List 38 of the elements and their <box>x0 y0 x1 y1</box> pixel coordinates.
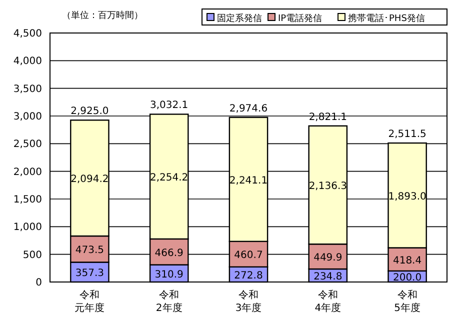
data-label: 460.7 <box>234 250 263 262</box>
chart-title: （単位：百万時間） <box>62 10 143 21</box>
x-tick-label: 令和4年度 <box>314 289 342 314</box>
data-label: 357.3 <box>75 268 104 280</box>
legend-label: 携帯電話･PHS発信 <box>348 13 425 24</box>
data-label: 418.4 <box>392 255 422 266</box>
data-label: 2,254.2 <box>150 172 188 184</box>
y-tick-label: 500 <box>22 250 42 261</box>
data-label: 234.8 <box>314 272 342 283</box>
y-tick-label: 4,000 <box>13 56 42 68</box>
data-label: 272.8 <box>234 270 263 282</box>
y-tick-label: 2,000 <box>13 166 42 178</box>
data-label: 200.0 <box>392 272 422 284</box>
x-tick-label: 令和3年度 <box>235 289 262 314</box>
data-label: 2,094.2 <box>70 174 109 186</box>
y-tick-label: 1,000 <box>13 222 42 234</box>
legend-label: 固定系発信 <box>217 13 262 24</box>
total-label: 2,511.5 <box>388 129 426 140</box>
total-label: 2,974.6 <box>229 103 268 114</box>
data-label: 2,136.3 <box>308 181 347 192</box>
y-tick-label: 1,500 <box>13 194 42 206</box>
data-label: 2,241.1 <box>229 175 268 186</box>
y-tick-label: 2,500 <box>13 139 42 150</box>
data-label: 449.9 <box>314 252 342 264</box>
data-label: 1,893.0 <box>388 191 426 202</box>
data-label: 310.9 <box>154 269 184 280</box>
data-label: 473.5 <box>75 245 104 256</box>
y-tick-label: 3,000 <box>13 112 42 122</box>
y-tick-label: 0 <box>36 278 42 288</box>
legend-label: IP電話発信 <box>278 13 322 24</box>
y-tick-label: 3,500 <box>13 84 42 95</box>
total-label: 3,032.1 <box>150 100 188 112</box>
data-label: 466.9 <box>154 248 184 259</box>
x-tick-label: 令和2年度 <box>156 289 182 314</box>
total-label: 2,925.0 <box>70 106 109 118</box>
x-tick-label: 令和5年度 <box>394 289 420 314</box>
y-tick-label: 4,500 <box>13 28 42 40</box>
x-tick-label: 令和元年度 <box>74 289 105 314</box>
